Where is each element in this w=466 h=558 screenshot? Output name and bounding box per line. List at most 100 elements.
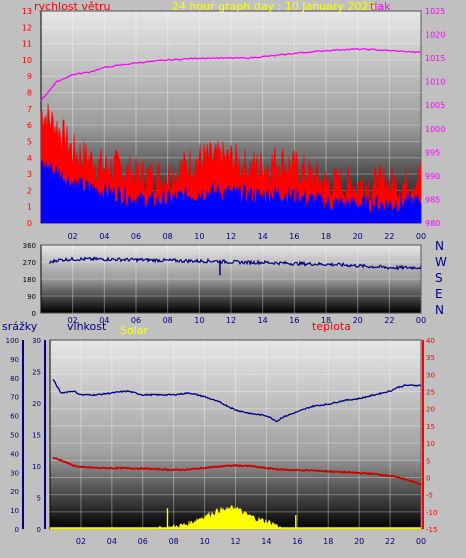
series-group	[40, 47, 422, 530]
wind-y-tick-label: 8	[27, 89, 32, 98]
temperature-y-tick-label: 40	[426, 337, 435, 345]
wind-y-tick-label: 13	[22, 7, 32, 16]
pressure-axis-label: tlak	[370, 0, 391, 13]
wind-y-tick-label: 0	[27, 219, 32, 228]
pressure-y-tick-label: 995	[425, 148, 440, 157]
direction-x-tick-label: 12	[226, 316, 236, 325]
wind-x-tick-label: 18	[321, 232, 331, 241]
direction-x-tick-label: 06	[131, 316, 141, 325]
rain-y-tick-label: 90	[10, 356, 19, 364]
solar-y-tick-label: 30	[32, 337, 41, 345]
climate-x-tick-label: 02	[76, 537, 86, 546]
temperature-y-tick-label: 25	[426, 389, 435, 397]
solar-y-tick-label: 15	[32, 432, 41, 440]
rain-y-tick-label: 70	[10, 394, 19, 402]
climate-x-tick-label: 22	[385, 537, 395, 546]
temperature-y-tick-label: -10	[426, 509, 437, 517]
rain-y-tick-label: 60	[10, 413, 19, 421]
humidity-axis-label: vlhkost	[67, 320, 107, 333]
rain-y-tick-label: 40	[10, 450, 19, 458]
solar-y-tick-label: 10	[32, 463, 41, 471]
direction-x-tick-label: 10	[194, 316, 204, 325]
pressure-y-tick-label: 1025	[425, 7, 445, 16]
climate-x-tick-label: 04	[107, 537, 117, 546]
pressure-y-tick-label: 980	[425, 219, 440, 228]
climate-x-tick-label: 12	[230, 537, 240, 546]
compass-n-top: N	[435, 239, 444, 253]
climate-plot-area	[49, 339, 422, 530]
solar-y-tick-label: 0	[37, 526, 41, 534]
direction-x-tick-label: 04	[99, 316, 109, 325]
solar-y-tick-label: 5	[37, 495, 41, 503]
wind-y-tick-label: 4	[27, 154, 32, 163]
solar-axis-label: Solar	[120, 324, 149, 337]
wind-y-tick-label: 2	[27, 186, 32, 195]
solar-y-tick-label: 20	[32, 400, 41, 408]
direction-x-tick-label: 16	[289, 316, 299, 325]
pressure-y-tick-label: 1010	[425, 78, 445, 87]
wind-y-tick-label: 7	[27, 105, 32, 114]
climate-x-tick-label: 08	[169, 537, 179, 546]
pressure-y-tick-label: 1015	[425, 54, 445, 63]
wind-x-tick-label: 14	[258, 232, 268, 241]
direction-x-tick-label: 18	[321, 316, 331, 325]
rain-y-tick-label: 0	[15, 526, 19, 534]
pressure-y-tick-label: 1020	[425, 31, 445, 40]
wind-axis-label: rychlost větru	[34, 0, 110, 13]
wind-y-tick-label: 1	[27, 203, 32, 212]
tick-labels: 02 04 06 08 10 12 14 16 18 20 22 000123456789101112…	[6, 7, 446, 546]
direction-y-tick-label: 270	[23, 259, 36, 267]
rain-y-tick-label: 50	[10, 432, 19, 440]
wind-y-tick-label: 6	[27, 121, 32, 130]
chart-title: 24 hour graph day : 10 January 2025	[172, 0, 376, 13]
solar-y-tick-label: 25	[32, 369, 41, 377]
direction-x-tick-label: 22	[384, 316, 394, 325]
direction-plot-area	[40, 244, 422, 314]
pressure-y-tick-label: 985	[425, 195, 440, 204]
wind-x-tick-label: 20	[353, 232, 363, 241]
direction-y-tick-label: 360	[23, 242, 36, 250]
pressure-y-tick-label: 1000	[425, 125, 445, 134]
rain-axis-label: srážky	[2, 320, 38, 333]
wind-x-tick-label: 16	[289, 232, 299, 241]
wind-average-series	[40, 160, 422, 224]
compass-s: S	[435, 271, 443, 285]
temperature-y-tick-label: 10	[426, 440, 435, 448]
temperature-y-tick-label: -5	[426, 492, 433, 500]
climate-x-tick-label: 14	[261, 537, 271, 546]
solar-series	[50, 505, 421, 530]
wind-y-tick-label: 3	[27, 170, 32, 179]
rain-y-tick-label: 20	[10, 488, 19, 496]
direction-y-tick-label: 90	[27, 293, 36, 301]
temperature-y-tick-label: 20	[426, 406, 435, 414]
wind-x-tick-label: 00	[416, 232, 426, 241]
temperature-y-tick-label: 15	[426, 423, 435, 431]
pressure-y-tick-label: 990	[425, 172, 440, 181]
wind-x-tick-label: 06	[131, 232, 141, 241]
wind-y-tick-label: 12	[22, 23, 32, 32]
pressure-y-tick-label: 1005	[425, 101, 445, 110]
humidity-series	[52, 379, 422, 423]
wind-x-tick-label: 08	[163, 232, 173, 241]
direction-y-tick-label: 0	[32, 310, 36, 318]
wind-gust-series	[40, 103, 422, 224]
rain-y-tick-label: 80	[10, 375, 19, 383]
direction-x-tick-label: 00	[416, 316, 426, 325]
compass-e: E	[435, 287, 443, 301]
rain-y-tick-label: 30	[10, 469, 19, 477]
direction-x-tick-label: 08	[163, 316, 173, 325]
climate-x-tick-label: 00	[416, 537, 426, 546]
pressure-series	[40, 47, 422, 102]
climate-x-tick-label: 20	[354, 537, 364, 546]
direction-y-tick-label: 180	[23, 276, 36, 284]
compass-n-bottom: N	[435, 303, 444, 317]
wind-x-tick-label: 04	[99, 232, 109, 241]
temperature-y-tick-label: 5	[426, 457, 430, 465]
wind-y-tick-label: 10	[22, 56, 32, 65]
climate-x-tick-label: 16	[292, 537, 302, 546]
rain-y-tick-label: 100	[6, 337, 19, 345]
wind-y-tick-label: 5	[27, 137, 32, 146]
wind-y-tick-label: 11	[22, 40, 32, 49]
